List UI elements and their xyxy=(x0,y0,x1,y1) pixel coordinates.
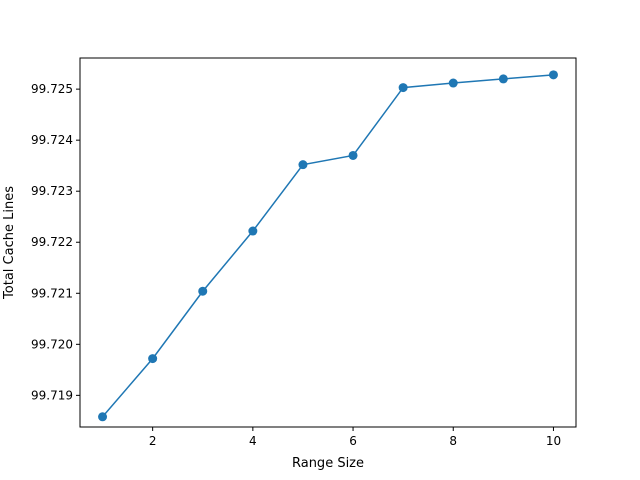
x-tick-label: 8 xyxy=(449,434,457,448)
y-tick-label: 99.725 xyxy=(31,82,73,96)
x-tick-label: 10 xyxy=(546,434,561,448)
y-tick-label: 99.721 xyxy=(31,286,73,300)
data-point xyxy=(248,226,258,236)
x-tick-label: 4 xyxy=(249,434,257,448)
x-tick-label: 6 xyxy=(349,434,357,448)
data-points xyxy=(98,70,558,422)
data-point xyxy=(498,74,508,84)
x-tick-label: 2 xyxy=(149,434,157,448)
data-point xyxy=(398,83,408,93)
data-point xyxy=(198,286,208,296)
data-point xyxy=(548,70,558,80)
series-line xyxy=(101,74,554,418)
y-tick-label: 99.720 xyxy=(31,337,73,351)
data-point xyxy=(148,354,158,364)
ticks-layer: 2 4 6 8 10 99.719 99.720 99.721 99.722 99.723 99.7… xyxy=(31,82,561,448)
y-tick-label: 99.722 xyxy=(31,235,73,249)
x-axis-label: Range Size xyxy=(292,456,364,471)
y-tick-label: 99.719 xyxy=(31,388,73,402)
plot-frame xyxy=(79,57,577,428)
data-point xyxy=(298,160,308,170)
data-point xyxy=(98,412,108,422)
data-point xyxy=(348,150,358,160)
plot-background xyxy=(80,58,576,427)
y-axis-label: Total Cache Lines xyxy=(2,186,17,300)
data-point xyxy=(448,78,458,88)
y-tick-label: 99.723 xyxy=(31,184,73,198)
y-tick-label: 99.724 xyxy=(31,133,73,147)
